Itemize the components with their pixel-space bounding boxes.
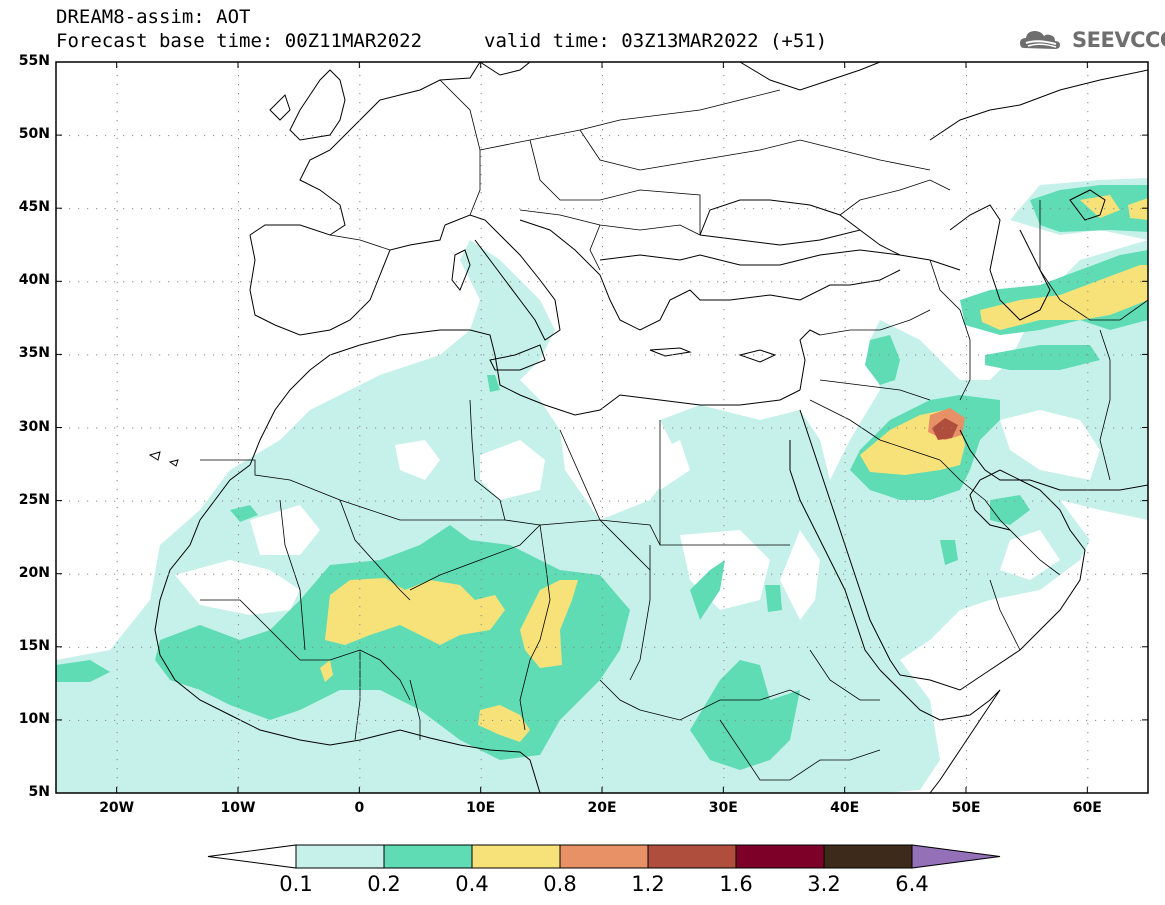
lat-label: 30N bbox=[18, 418, 50, 435]
colorbar-level-label: 0.2 bbox=[367, 872, 401, 896]
aot-fields bbox=[56, 178, 1148, 793]
coastlines bbox=[148, 62, 1148, 793]
colorbar-level-label: 1.6 bbox=[719, 872, 753, 896]
forecast-base-time: Forecast base time: 00Z11MAR2022 bbox=[56, 30, 423, 52]
lon-label: 10W bbox=[220, 800, 256, 816]
colorbar-level-label: 0.4 bbox=[455, 872, 489, 896]
logo-text: SEEVCCC bbox=[1072, 28, 1165, 52]
axis-ticks bbox=[56, 61, 1148, 794]
lat-label: 15N bbox=[18, 637, 50, 654]
colorbar-level-label: 6.4 bbox=[895, 872, 929, 896]
graticule bbox=[60, 66, 1142, 788]
lon-label: 60E bbox=[1072, 800, 1102, 816]
colorbar-arrow-high bbox=[911, 844, 1001, 869]
lat-label: 25N bbox=[18, 491, 50, 508]
lon-label: 0 bbox=[354, 800, 365, 816]
lon-label: 30E bbox=[708, 800, 738, 816]
lon-label: 50E bbox=[951, 800, 981, 816]
cloud-logo-icon bbox=[1020, 31, 1060, 49]
lat-label: 50N bbox=[18, 126, 50, 143]
lat-label: 5N bbox=[28, 784, 50, 800]
aot-band-0.4 bbox=[320, 195, 1148, 742]
colorbar-swatch bbox=[559, 844, 649, 869]
country-borders bbox=[200, 79, 1148, 781]
valid-time: valid time: 03Z13MAR2022 (+51) bbox=[484, 30, 828, 52]
colorbar-swatch bbox=[471, 844, 561, 869]
lon-label: 40E bbox=[830, 800, 860, 816]
colorbar-swatch bbox=[295, 844, 385, 869]
lat-label: 45N bbox=[18, 199, 50, 216]
colorbar-arrow-low bbox=[207, 844, 297, 869]
colorbar-swatch bbox=[823, 844, 913, 869]
colorbar-swatch bbox=[735, 844, 825, 869]
colorbar-swatch bbox=[647, 844, 737, 869]
lat-label: 40N bbox=[18, 272, 50, 289]
colorbar-level-label: 0.8 bbox=[543, 872, 577, 896]
lon-label: 10E bbox=[466, 800, 496, 816]
map-title: DREAM8-assim: AOT bbox=[56, 6, 251, 28]
colorbar-level-label: 0.1 bbox=[279, 872, 313, 896]
lat-label: 20N bbox=[18, 564, 50, 581]
colorbar bbox=[207, 844, 1001, 869]
colorbar-level-label: 1.2 bbox=[631, 872, 665, 896]
lat-label: 55N bbox=[18, 53, 50, 69]
lon-label: 20W bbox=[99, 800, 135, 816]
lon-label: 20E bbox=[587, 800, 617, 816]
colorbar-level-label: 3.2 bbox=[807, 872, 841, 896]
aot-band-1.2 bbox=[932, 418, 958, 440]
colorbar-swatch bbox=[383, 844, 473, 869]
lat-label: 10N bbox=[18, 710, 50, 727]
lat-label: 35N bbox=[18, 345, 50, 362]
